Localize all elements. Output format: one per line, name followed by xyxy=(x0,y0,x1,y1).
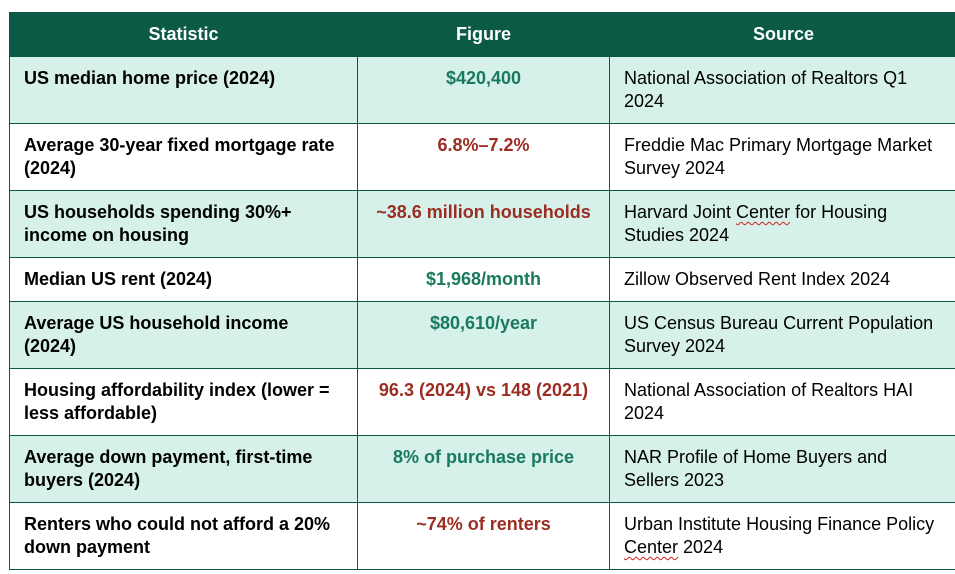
figure-cell: 96.3 (2024) vs 148 (2021) xyxy=(357,368,610,436)
source-cell: Zillow Observed Rent Index 2024 xyxy=(609,257,955,302)
source-text-start: Urban Institute Housing Finance Policy xyxy=(624,514,935,534)
figure-cell: $420,400 xyxy=(357,56,610,124)
source-cell: Freddie Mac Primary Mortgage Market Surv… xyxy=(609,123,955,191)
table-row: US median home price (2024) $420,400 Nat… xyxy=(9,56,955,124)
source-cell: US Census Bureau Current Population Surv… xyxy=(609,301,955,369)
figure-cell: 8% of purchase price xyxy=(357,435,610,503)
table-row: Housing affordability index (lower = les… xyxy=(9,368,955,436)
table-row: US households spending 30%+ income on ho… xyxy=(9,190,955,258)
header-statistic: Statistic xyxy=(9,12,358,57)
statistic-cell: Housing affordability index (lower = les… xyxy=(9,368,358,436)
statistic-cell: Average 30-year fixed mortgage rate (202… xyxy=(9,123,358,191)
source-text-end: for Housing Studies 2024 xyxy=(624,202,888,245)
source-cell: NAR Profile of Home Buyers and Sellers 2… xyxy=(609,435,955,503)
spellcheck-flagged-word: Center xyxy=(736,202,791,222)
figure-cell: $1,968/month xyxy=(357,257,610,302)
table-row: Renters who could not afford a 20% down … xyxy=(9,502,955,570)
housing-statistics-table: Statistic Figure Source US median home p… xyxy=(9,12,955,570)
source-cell: Urban Institute Housing Finance Policy C… xyxy=(609,502,955,570)
figure-cell: 6.8%–7.2% xyxy=(357,123,610,191)
table-row: Median US rent (2024) $1,968/month Zillo… xyxy=(9,257,955,302)
source-text-start: Harvard Joint xyxy=(624,202,737,222)
statistic-cell: Renters who could not afford a 20% down … xyxy=(9,502,358,570)
table-row: Average US household income (2024) $80,6… xyxy=(9,301,955,369)
figure-cell: ~38.6 million households xyxy=(357,190,610,258)
header-row: Statistic Figure Source xyxy=(9,12,955,57)
source-cell: National Association of Realtors Q1 2024 xyxy=(609,56,955,124)
source-cell: Harvard Joint Center for Housing Studies… xyxy=(609,190,955,258)
source-text-end: 2024 xyxy=(678,537,724,557)
header-figure: Figure xyxy=(357,12,610,57)
statistic-cell: Average down payment, first-time buyers … xyxy=(9,435,358,503)
table-row: Average down payment, first-time buyers … xyxy=(9,435,955,503)
figure-cell: ~74% of renters xyxy=(357,502,610,570)
spellcheck-flagged-word: Center xyxy=(624,537,679,557)
source-cell: National Association of Realtors HAI 202… xyxy=(609,368,955,436)
statistic-cell: US households spending 30%+ income on ho… xyxy=(9,190,358,258)
figure-cell: $80,610/year xyxy=(357,301,610,369)
header-source: Source xyxy=(609,12,955,57)
statistic-cell: Average US household income (2024) xyxy=(9,301,358,369)
table-row: Average 30-year fixed mortgage rate (202… xyxy=(9,123,955,191)
statistic-cell: Median US rent (2024) xyxy=(9,257,358,302)
statistic-cell: US median home price (2024) xyxy=(9,56,358,124)
